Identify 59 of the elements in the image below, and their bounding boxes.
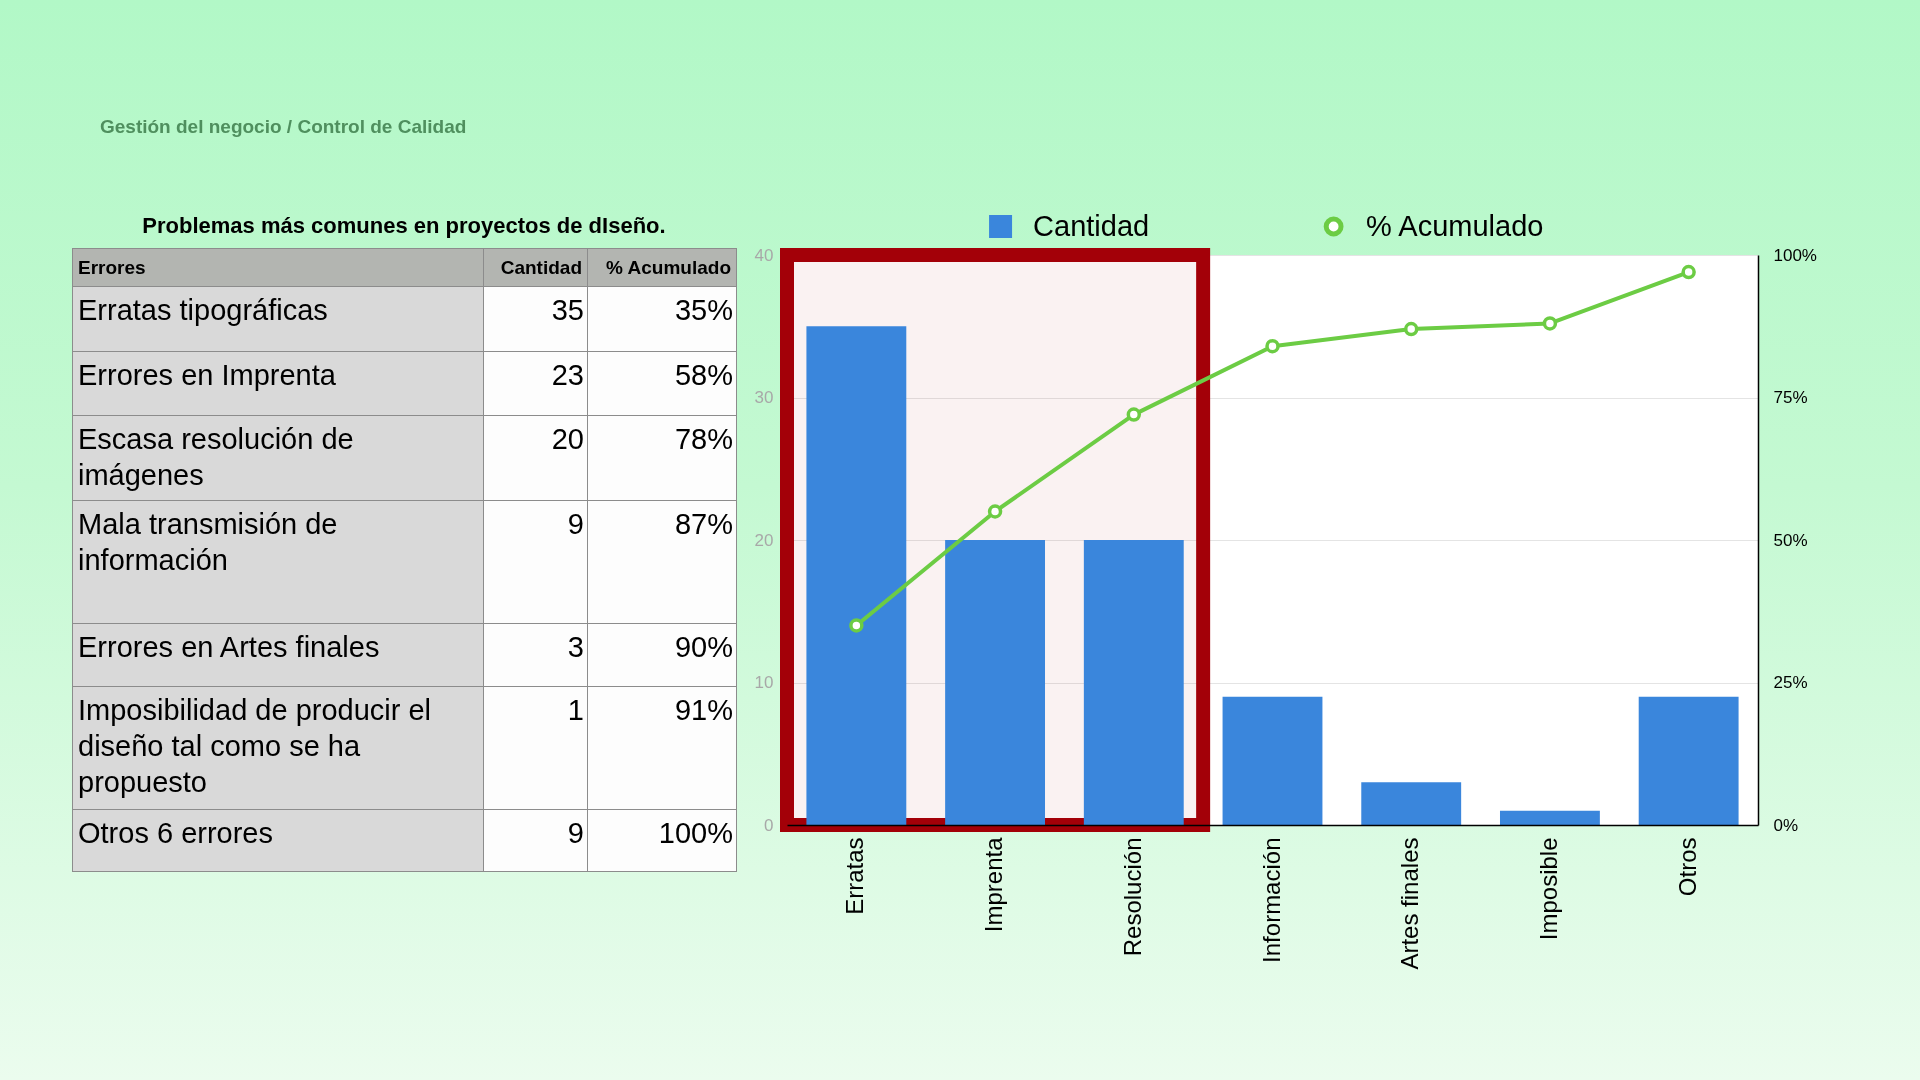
- data-label: 23: [483, 351, 588, 416]
- bar: [1499, 810, 1600, 825]
- point: [1126, 407, 1142, 422]
- y2-tick-label: 100%: [1773, 245, 1817, 265]
- category-label: Errores en Imprenta: [72, 351, 484, 416]
- data-label: 35: [483, 286, 588, 352]
- data-label: 1: [483, 686, 588, 810]
- category-label: Errores en Artes finales: [72, 623, 484, 687]
- data-label: 58%: [587, 351, 737, 416]
- category-label: Mala transmisión de información: [72, 500, 484, 624]
- point: [1681, 264, 1696, 280]
- text: Problemas más comunes en proyectos de dIseño.: [141, 213, 667, 239]
- bar: [1222, 696, 1323, 825]
- y-tick-label: 40: [754, 245, 774, 265]
- y-tick-label: 0: [764, 815, 774, 835]
- point: [1542, 316, 1558, 331]
- text: Gestión del negocio / Control de Calidad: [100, 116, 467, 138]
- series-label: Cantidad: [483, 248, 588, 287]
- data-label: 100%: [587, 809, 737, 872]
- data-label: 20: [483, 415, 588, 501]
- category-label: Erratas tipográficas: [72, 286, 484, 352]
- bar: [1361, 782, 1462, 825]
- y2-tick-label: 50%: [1773, 530, 1808, 550]
- x-tick-label: Información: [1257, 837, 1285, 963]
- category-label: Imposibilidad de producir el diseño tal como se ha propuesto: [72, 686, 484, 810]
- point: [1265, 338, 1280, 354]
- y2-tick-label: 75%: [1773, 388, 1808, 407]
- data-label: 9: [483, 500, 588, 624]
- x-tick-label: Resolución: [1118, 837, 1146, 957]
- x-tick-label: Imposible: [1534, 837, 1562, 941]
- x-tick-label: Erratas: [841, 837, 869, 915]
- x-tick-label: Artes finales: [1396, 837, 1424, 970]
- category-label: Otros 6 errores: [72, 809, 484, 872]
- bar: [1638, 696, 1739, 825]
- data-label: 87%: [587, 500, 737, 624]
- bar: [1083, 540, 1184, 825]
- y-tick-label: 10: [754, 673, 774, 692]
- y2-tick-label: 25%: [1773, 673, 1808, 692]
- y2-tick-label: 0%: [1773, 815, 1799, 835]
- x-tick-label: Otros: [1673, 837, 1701, 897]
- category-label: Escasa resolución de imágenes: [72, 415, 484, 501]
- point: [1403, 321, 1419, 337]
- point: [987, 504, 1003, 519]
- data-label: 78%: [587, 415, 737, 501]
- point: [849, 618, 864, 633]
- text: Errores: [72, 248, 484, 287]
- data-label: 90%: [587, 623, 737, 687]
- data-label: 3: [483, 623, 588, 687]
- legend-label: % Acumulado: [1366, 209, 1544, 242]
- data-label: 91%: [587, 686, 737, 810]
- y-tick-label: 30: [754, 388, 774, 407]
- bar: [806, 326, 907, 825]
- data-label: 9: [483, 809, 588, 872]
- data-label: 35%: [587, 286, 737, 352]
- series-label: % Acumulado: [587, 248, 737, 287]
- bar: [945, 540, 1046, 825]
- y-tick-label: 20: [754, 530, 774, 550]
- x-tick-label: Imprenta: [980, 836, 1008, 933]
- legend-label: Cantidad: [1033, 209, 1150, 242]
